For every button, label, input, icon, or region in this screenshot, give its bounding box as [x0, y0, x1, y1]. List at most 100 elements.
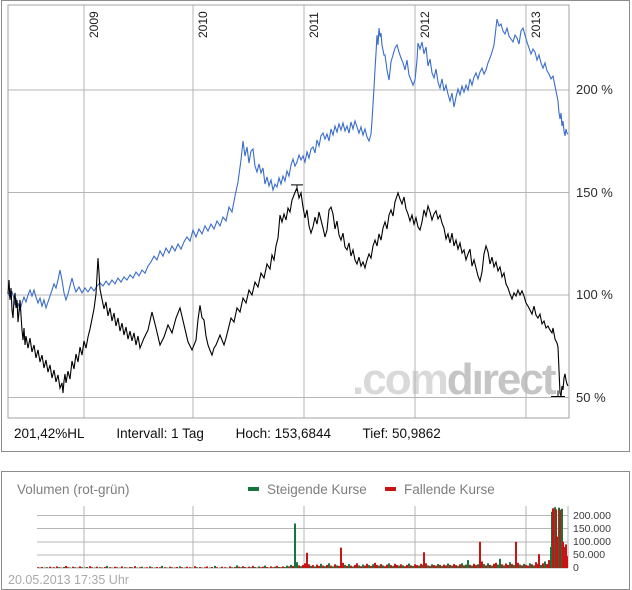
- volume-bar: [226, 567, 228, 568]
- volume-axis-label: 200.000: [573, 509, 611, 522]
- volume-bar: [219, 567, 221, 568]
- volume-bar: [338, 565, 340, 568]
- volume-bar: [487, 563, 489, 568]
- volume-bar: [114, 566, 116, 568]
- volume-bar: [201, 567, 203, 568]
- volume-bar: [141, 566, 143, 568]
- volume-bar: [334, 564, 336, 568]
- volume-bar: [481, 561, 483, 568]
- volume-bar: [272, 567, 274, 568]
- volume-bar: [513, 565, 515, 568]
- volume-bar: [39, 567, 41, 568]
- volume-bar: [186, 566, 188, 568]
- volume-bar: [332, 566, 334, 568]
- volume-bar: [406, 564, 408, 568]
- volume-bar: [154, 567, 156, 568]
- volume-bar: [503, 565, 505, 568]
- volume-bar: [224, 567, 226, 568]
- volume-bar: [515, 541, 517, 568]
- volume-bar: [234, 567, 236, 568]
- volume-bar: [306, 552, 308, 568]
- volume-bar: [72, 566, 74, 568]
- volume-bar: [566, 556, 568, 568]
- volume-bar: [134, 566, 136, 568]
- volume-bar: [501, 564, 503, 568]
- volume-bar: [136, 567, 138, 568]
- volume-bar: [400, 564, 402, 568]
- volume-bar: [240, 567, 242, 568]
- volume-bar: [457, 565, 459, 568]
- volume-bar: [106, 565, 108, 568]
- volume-bar: [296, 562, 298, 568]
- volume-bar: [292, 565, 294, 568]
- volume-bar: [531, 564, 533, 568]
- price-axis-label: 50 %: [576, 389, 606, 405]
- volume-bar: [548, 560, 550, 568]
- volume-bar: [447, 563, 449, 568]
- volume-bar: [527, 565, 529, 568]
- legend-item-rising: Steigende Kurse: [248, 482, 367, 497]
- volume-bar: [86, 567, 88, 568]
- volume-bar: [459, 564, 461, 568]
- legend-swatch-icon: [248, 487, 259, 492]
- volume-bar: [322, 565, 324, 568]
- volume-bar: [209, 567, 211, 568]
- volume-bar: [242, 566, 244, 568]
- series-benchmark-blue: [7, 18, 569, 313]
- volume-bar: [69, 567, 71, 568]
- volume-bar: [392, 565, 394, 568]
- volume-bar: [398, 565, 400, 568]
- volume-bar: [316, 564, 318, 568]
- volume-bar: [104, 567, 106, 568]
- volume-bar: [284, 567, 286, 568]
- volume-bar: [546, 564, 548, 568]
- volume-bar: [429, 565, 431, 568]
- volume-bar: [344, 564, 346, 568]
- volume-bar: [418, 565, 420, 568]
- volume-bar: [449, 564, 451, 568]
- volume-bar: [380, 564, 382, 568]
- legend-swatch-icon: [385, 487, 396, 492]
- year-axis-label: 2011: [307, 12, 321, 38]
- volume-bar: [312, 565, 314, 568]
- volume-bar: [159, 567, 161, 568]
- volume-bar: [96, 566, 98, 568]
- volume-bar: [328, 563, 330, 568]
- volume-bar: [374, 562, 376, 568]
- volume-bar: [174, 567, 176, 568]
- volume-bar: [473, 563, 475, 568]
- volume-bar: [139, 567, 141, 568]
- volume-bar: [146, 567, 148, 568]
- volume-bar: [171, 567, 173, 568]
- volume-bar: [124, 567, 126, 568]
- volume-bar: [340, 547, 342, 568]
- volume-bar: [99, 567, 101, 568]
- volume-bar: [184, 567, 186, 568]
- status-change: 201,42%HL: [14, 426, 85, 441]
- volume-bar: [517, 562, 519, 568]
- volume-bar: [236, 565, 238, 568]
- volume-bar: [404, 566, 406, 568]
- volume-bar: [495, 562, 497, 568]
- volume-bar: [435, 565, 437, 568]
- volume-bar: [499, 558, 501, 568]
- volume-bar: [358, 565, 360, 568]
- volume-bar: [455, 565, 457, 568]
- volume-bar: [266, 567, 268, 568]
- volume-bar: [109, 567, 111, 568]
- volume-bar: [156, 567, 158, 568]
- watermark-part1: .com: [352, 355, 449, 404]
- volume-bar: [214, 565, 216, 568]
- price-axis-label: 150 %: [576, 184, 613, 200]
- volume-bar: [44, 567, 46, 568]
- volume-bar: [81, 567, 83, 568]
- volume-bar: [427, 565, 429, 568]
- quote-timestamp: 20.05.2013 17:35 Uhr: [8, 573, 129, 587]
- volume-bar: [463, 565, 465, 568]
- volume-bar: [388, 563, 390, 568]
- volume-bar: [294, 523, 296, 568]
- volume-bar: [402, 565, 404, 568]
- volume-bar: [246, 567, 248, 568]
- volume-bar: [280, 567, 282, 568]
- volume-bar: [542, 563, 544, 568]
